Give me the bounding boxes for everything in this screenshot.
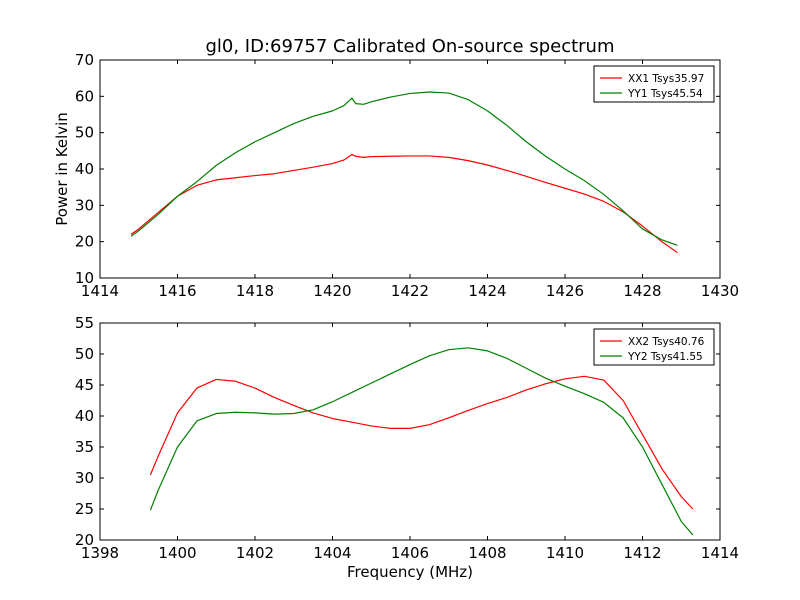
bottom-y-tick-label: 40 <box>75 407 94 425</box>
top-x-tick-label: 1418 <box>236 282 274 300</box>
top-series-line-2 <box>130 91 678 246</box>
bottom-y-tick-label: 25 <box>75 500 94 518</box>
bottom-y-tick-label: 45 <box>75 376 94 394</box>
bottom-series-line-1 <box>149 375 694 510</box>
top-legend-label-1: XX1 Tsys35.97 <box>628 73 704 85</box>
bottom-chart-xlabel: Frequency (MHz) <box>347 563 473 581</box>
bottom-x-tick-label: 1414 <box>701 544 739 562</box>
bottom-y-tick-label: 55 <box>75 314 94 332</box>
top-chart-ylabel: Power in Kelvin <box>53 112 71 226</box>
bottom-plot: 1398 1400 1402 1404 1406 1408 1410 1412 1414 20 25… <box>75 314 739 562</box>
bottom-x-tick-label: 1400 <box>158 544 196 562</box>
top-x-tick-label: 1428 <box>623 282 661 300</box>
top-legend-label-2: YY1 Tsys45.54 <box>627 88 703 100</box>
top-x-tick-label: 1430 <box>701 282 739 300</box>
top-y-tick-label: 70 <box>75 51 94 69</box>
bottom-x-tick-label: 1410 <box>546 544 584 562</box>
top-y-tick-label: 60 <box>75 87 94 105</box>
top-y-tick-label: 40 <box>75 160 94 178</box>
top-legend-box <box>593 65 715 103</box>
bottom-legend-box <box>593 328 715 366</box>
top-y-tick-label: 10 <box>75 269 94 287</box>
bottom-x-tick-label: 1412 <box>623 544 661 562</box>
top-chart-title: gl0, ID:69757 Calibrated On-source spect… <box>205 36 614 57</box>
bottom-series-line-2 <box>149 347 694 536</box>
top-x-tick-label: 1426 <box>546 282 584 300</box>
top-y-tick-label: 50 <box>75 124 94 142</box>
top-y-tick-label: 20 <box>75 233 94 251</box>
top-x-tick-label: 1416 <box>158 282 196 300</box>
bottom-x-tick-label: 1408 <box>468 544 506 562</box>
bottom-y-tick-label: 50 <box>75 345 94 363</box>
top-x-tick-label: 1424 <box>468 282 506 300</box>
top-y-tick-label: 30 <box>75 196 94 214</box>
bottom-x-tick-label: 1406 <box>391 544 429 562</box>
top-plot: 1414 1416 1418 1420 1422 1424 1426 1428 1430 10 20… <box>75 51 739 300</box>
bottom-legend-label-1: XX2 Tsys40.76 <box>628 336 705 348</box>
top-x-tick-label: 1422 <box>391 282 429 300</box>
bottom-y-tick-label: 35 <box>75 438 94 456</box>
bottom-x-tick-label: 1398 <box>81 544 119 562</box>
top-x-tick-label: 1414 <box>81 282 119 300</box>
bottom-y-tick-label: 30 <box>75 469 94 487</box>
bottom-y-tick-label: 20 <box>75 531 94 549</box>
top-x-tick-label: 1420 <box>313 282 351 300</box>
bottom-x-tick-label: 1404 <box>313 544 351 562</box>
bottom-legend-label-2: YY2 Tsys41.55 <box>627 351 703 363</box>
bottom-x-tick-label: 1402 <box>236 544 274 562</box>
top-series-line-1 <box>130 153 678 254</box>
